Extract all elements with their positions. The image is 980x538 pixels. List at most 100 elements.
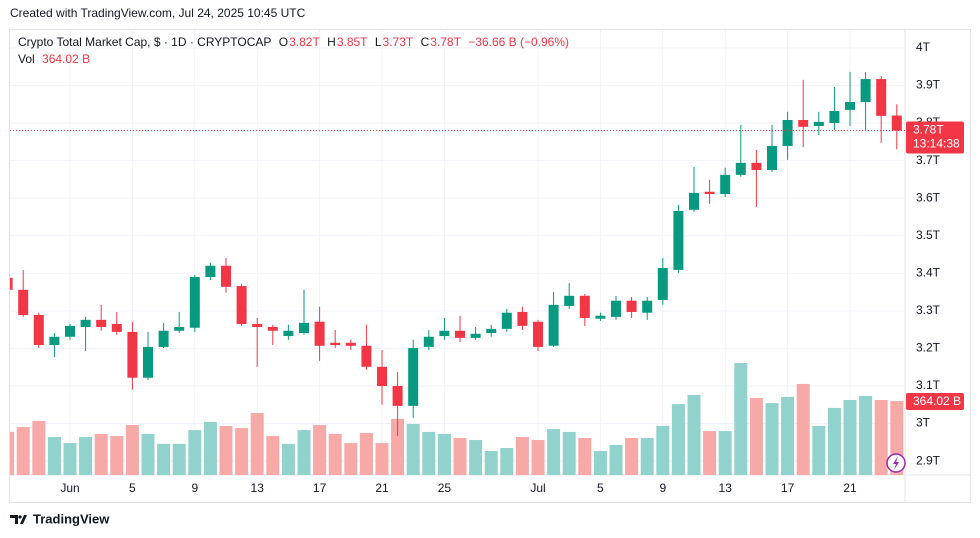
volume-bar xyxy=(718,431,732,475)
volume-bar xyxy=(749,397,763,475)
volume-bar xyxy=(391,418,405,475)
candle-body xyxy=(361,345,372,367)
symbol-title: Crypto Total Market Cap, $ · 1D · CRYPTO… xyxy=(18,35,272,49)
candle-body xyxy=(377,366,387,386)
x-tick-label: 21 xyxy=(375,481,389,495)
volume-bar xyxy=(422,431,436,475)
volume-bar xyxy=(874,399,888,475)
volume-bar xyxy=(578,438,592,475)
candle-body xyxy=(174,326,185,331)
ohlc-value: 3.73T xyxy=(382,35,414,49)
volume-bar xyxy=(406,423,420,475)
candle-body xyxy=(392,385,403,406)
ohlc-key: H xyxy=(327,35,336,49)
candle-body xyxy=(267,326,278,331)
y-tick-label: 3.1T xyxy=(916,378,941,392)
volume-bar xyxy=(313,424,327,475)
candle-body xyxy=(439,330,450,337)
candle-body xyxy=(65,325,75,337)
candle-body xyxy=(205,265,216,278)
volume-bar xyxy=(796,383,810,475)
candle-body xyxy=(860,79,871,102)
candle-body xyxy=(33,314,44,346)
volume-bar xyxy=(687,394,701,475)
volume-bar xyxy=(640,438,654,475)
candle-body xyxy=(49,336,60,346)
candle-body xyxy=(252,323,263,327)
y-tick-label: 3.9T xyxy=(916,78,941,92)
candle-body xyxy=(876,79,887,116)
volume-bar xyxy=(47,436,61,475)
x-tick-label: 13 xyxy=(719,481,733,495)
x-tick-label: 9 xyxy=(659,481,666,495)
y-tick-label: 3.6T xyxy=(916,190,941,204)
volume-bar xyxy=(63,443,77,475)
candle-body xyxy=(283,330,294,337)
y-tick-label: 3.7T xyxy=(916,153,941,167)
candle-body xyxy=(408,348,419,406)
volume-bar xyxy=(859,395,873,475)
volume-bar xyxy=(609,444,623,475)
grid xyxy=(10,30,905,475)
candle-body xyxy=(299,322,309,334)
volume-bar xyxy=(453,438,467,475)
x-tick-label: 17 xyxy=(781,481,795,495)
volume-bar xyxy=(765,403,779,475)
change: −36.66 B (−0.96%) xyxy=(468,35,569,49)
volume-layer xyxy=(10,363,904,475)
volume-bar xyxy=(359,432,373,475)
candle-body xyxy=(751,162,762,170)
volume-bar xyxy=(827,407,841,475)
x-tick-label: 5 xyxy=(597,481,604,495)
volume-name: Vol xyxy=(18,52,35,66)
candle-body xyxy=(80,319,91,327)
candle-body xyxy=(143,346,153,378)
flash-icon[interactable] xyxy=(886,453,906,473)
x-tick-label: 21 xyxy=(843,481,857,495)
candle-body xyxy=(813,121,824,127)
candle-body xyxy=(501,312,512,329)
x-tick-label: 25 xyxy=(438,481,452,495)
ohlc-key: C xyxy=(420,35,430,49)
countdown: 13:14:38 xyxy=(913,137,960,151)
volume-bar xyxy=(297,430,311,475)
volume-bar xyxy=(188,430,202,475)
volume-bar xyxy=(172,443,186,475)
volume-bar xyxy=(266,435,280,475)
volume-bar xyxy=(812,426,826,475)
y-tick-label: 3.5T xyxy=(916,228,941,242)
x-tick-label: 9 xyxy=(191,481,198,495)
axes: 2.9T3T3.1T3.2T3.3T3.4T3.5T3.6T3.7T3.8T3.… xyxy=(60,40,964,495)
legend-line-2: Vol 364.02 B xyxy=(18,52,94,66)
legend-line-1: Crypto Total Market Cap, $ · 1D · CRYPTO… xyxy=(18,35,573,49)
candle-body xyxy=(782,120,793,146)
volume-bar xyxy=(437,433,451,475)
candle-body xyxy=(829,110,840,124)
volume-bar xyxy=(281,443,295,475)
candle-body xyxy=(595,315,606,319)
volume-bar xyxy=(671,404,685,475)
candle-body xyxy=(189,277,200,328)
volume-bar xyxy=(219,426,233,475)
volume-bar xyxy=(16,427,30,475)
y-tick-label: 3.3T xyxy=(916,303,941,317)
volume-bar xyxy=(79,436,93,475)
candle-body xyxy=(845,101,855,110)
volume-bar xyxy=(94,433,108,475)
volume-bar xyxy=(10,431,15,475)
candle-body xyxy=(486,328,497,334)
candle-body xyxy=(626,300,637,312)
volume-bar xyxy=(32,420,46,475)
candle-body xyxy=(455,330,465,338)
volume-bar xyxy=(125,424,139,475)
volume-bar xyxy=(157,443,171,475)
candle-body xyxy=(798,120,809,127)
volume-bar xyxy=(375,443,389,475)
candle-body xyxy=(673,210,684,270)
volume-bar xyxy=(469,440,483,475)
candle-body xyxy=(720,174,731,195)
candle-body xyxy=(111,323,122,332)
x-tick-label: Jun xyxy=(60,481,79,495)
x-tick-label: Jul xyxy=(530,481,545,495)
